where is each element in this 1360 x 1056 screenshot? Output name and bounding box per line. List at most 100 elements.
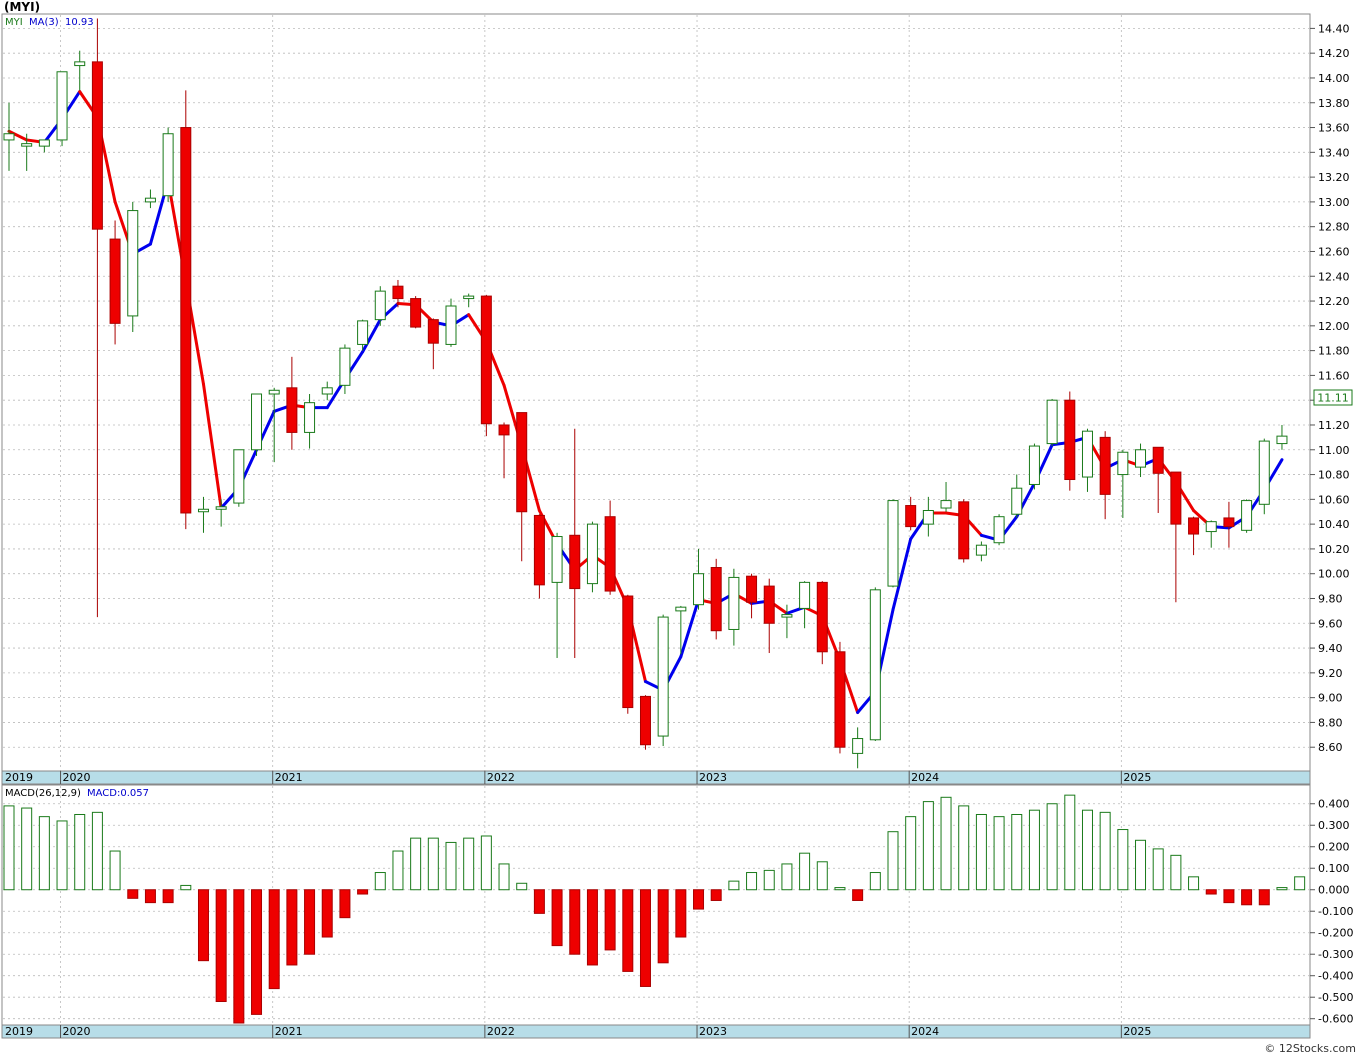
- macd-bar: [551, 889, 563, 947]
- macd-bar: [91, 811, 103, 891]
- x-tick-label: 2023: [699, 771, 727, 784]
- price-y-tick-label: 13.80: [1318, 97, 1350, 110]
- macd-bar: [1135, 839, 1147, 891]
- candle-body: [144, 197, 156, 203]
- candle: [993, 514, 1005, 546]
- candle: [445, 298, 457, 347]
- candle-body: [763, 585, 775, 624]
- macd-bar: [1258, 889, 1270, 906]
- candle-body: [498, 424, 510, 436]
- candle-body: [639, 695, 651, 746]
- macd-bar: [869, 872, 881, 891]
- macd-y-tick-label: -0.500: [1318, 991, 1353, 1004]
- price-y-tick-label: 8.80: [1318, 716, 1343, 729]
- macd-bar: [286, 889, 298, 966]
- candle-body: [162, 133, 174, 197]
- candle: [1276, 424, 1288, 450]
- candle: [56, 71, 68, 147]
- candle-body: [427, 319, 439, 344]
- candle: [639, 695, 651, 750]
- candle-body: [1046, 399, 1058, 445]
- price-y-tick-label: 11.60: [1318, 369, 1350, 382]
- candle: [480, 294, 492, 437]
- candle-body: [1117, 451, 1129, 476]
- macd-bar: [197, 889, 209, 962]
- candle-body: [1011, 487, 1023, 515]
- candle: [958, 499, 970, 563]
- macd-bar: [74, 813, 86, 891]
- candle: [109, 220, 121, 345]
- candle: [1028, 443, 1040, 490]
- macd-bar: [233, 889, 245, 1024]
- x-tick-label: 2019: [5, 1025, 33, 1038]
- macd-bar: [746, 872, 758, 891]
- candle: [38, 139, 50, 153]
- macd-bar: [604, 889, 616, 951]
- candle-body: [392, 285, 404, 300]
- macd-bar: [1294, 876, 1306, 891]
- macd-y-tick-label: 0.000: [1318, 884, 1350, 897]
- macd-bar: [38, 816, 50, 891]
- macd-bar: [516, 882, 528, 891]
- candle-body: [445, 305, 457, 345]
- macd-bar: [21, 807, 33, 891]
- macd-bar: [905, 816, 917, 891]
- candle: [1046, 398, 1058, 447]
- macd-bar: [1117, 829, 1129, 891]
- price-y-tick-label: 11.20: [1318, 419, 1350, 432]
- candle: [127, 201, 139, 333]
- candle-body: [1099, 436, 1111, 495]
- candle-body: [586, 523, 598, 585]
- macd-bar: [816, 861, 828, 891]
- macd-y-tick-label: -0.600: [1318, 1013, 1353, 1026]
- macd-bar: [56, 820, 68, 891]
- candle: [604, 500, 616, 595]
- price-y-tick-label: 10.80: [1318, 469, 1350, 482]
- macd-bar: [410, 837, 422, 891]
- macd-legend-label: MACD(26,12,9): [5, 788, 81, 799]
- candles: [3, 18, 1288, 769]
- candle: [940, 481, 952, 512]
- price-y-axis: 8.60 8.80 9.00 9.20 9.40 9.60 9.80 10.00 10.20 10…: [1310, 22, 1350, 754]
- price-y-tick-label: 9.40: [1318, 642, 1343, 655]
- candle: [834, 641, 846, 754]
- candle-body: [905, 505, 917, 528]
- x-tick-label: 2024: [911, 771, 939, 784]
- candle-body: [268, 389, 280, 395]
- macd-x-axis: 2019 2020 2021 2022 2023 2024 2025: [5, 1025, 1151, 1038]
- price-y-tick-label: 10.20: [1318, 543, 1350, 556]
- candle-body: [799, 581, 811, 609]
- x-tick-label: 2019: [5, 771, 33, 784]
- candle-body: [852, 738, 864, 754]
- candle: [374, 286, 386, 326]
- candle: [675, 605, 687, 655]
- price-y-tick-label: 13.20: [1318, 171, 1350, 184]
- macd-bar: [728, 880, 740, 891]
- candle: [1241, 499, 1253, 533]
- candle: [3, 102, 15, 171]
- legend-symbol: MYI: [5, 17, 23, 28]
- x-tick-label: 2024: [911, 1025, 939, 1038]
- macd-bar: [993, 816, 1005, 891]
- candle-body: [728, 576, 740, 630]
- macd-bar: [3, 805, 15, 891]
- candle-body: [1205, 521, 1217, 533]
- candle-body: [834, 651, 846, 748]
- candle: [410, 296, 422, 329]
- macd-bar: [215, 889, 227, 1003]
- macd-bar: [498, 863, 510, 891]
- price-y-tick-label: 13.40: [1318, 146, 1350, 159]
- candle-body: [56, 71, 68, 141]
- macd-bar: [887, 831, 899, 891]
- macd-bar: [392, 850, 404, 891]
- macd-bar: [144, 889, 156, 904]
- macd-bar: [127, 889, 139, 899]
- macd-bar: [480, 835, 492, 891]
- macd-bar: [922, 801, 934, 891]
- ma3-segment: [679, 598, 701, 659]
- candle: [321, 381, 333, 401]
- macd-bar: [657, 889, 669, 964]
- price-y-tick-label: 9.60: [1318, 617, 1343, 630]
- macd-bar: [357, 889, 369, 895]
